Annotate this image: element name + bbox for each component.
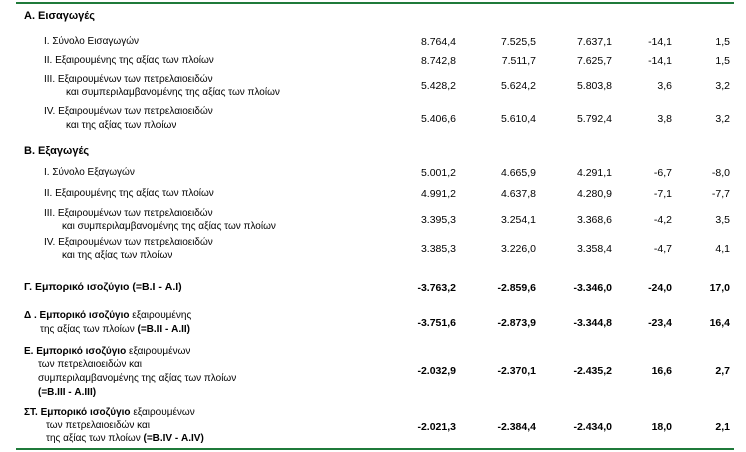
value-cell: -4,7 [653,243,672,255]
value-cell: -2.435,2 [573,365,612,377]
value-cell: 8.764,4 [420,36,456,48]
value-cell: -14,1 [648,36,672,48]
value-cell: 3,5 [715,214,730,226]
value-cell: 3.254,1 [500,214,536,226]
balance-delta-label: Δ . Εμπορικό ισοζύγιο εξαιρουμένης [24,310,192,321]
value-cell: 5.792,4 [576,113,612,125]
value-cell: 4.637,8 [500,188,536,200]
balance-epsilon-label-cont: (=Β.III - Α.III) [38,387,97,398]
row-label: III. Εξαιρουμένων των πετρελαιοειδών [44,208,213,219]
value-cell: 4.991,2 [420,188,456,200]
value-cell: -3.763,2 [417,282,456,294]
value-cell: 8.742,8 [420,55,456,67]
value-cell: -6,7 [653,167,672,179]
trade-table: Α. Εισαγωγές I. Σύνολο Εισαγωγών 8.764,4… [16,0,734,452]
value-cell: 4,1 [715,243,730,255]
value-cell: -2.370,1 [497,365,536,377]
balance-sigma-tau-label-cont: της αξίας των πλοίων (=Β.IV - Α.IV) [46,433,204,444]
value-cell: 2,7 [715,365,730,377]
row-label: IV. Εξαιρουμένων των πετρελαιοειδών [44,237,213,248]
value-cell: 3,6 [657,80,672,92]
value-cell: 3.385,3 [420,243,456,255]
value-cell: 3.358,4 [576,243,612,255]
value-cell: 1,5 [715,55,730,67]
value-cell: -2.873,9 [497,317,536,329]
value-cell: 17,0 [709,282,730,294]
value-cell: -2.021,3 [417,421,456,433]
value-cell: 4.280,9 [576,188,612,200]
value-cell: 3.226,0 [500,243,536,255]
value-cell: 3,2 [715,80,730,92]
row-label: I. Σύνολο Εισαγωγών [44,36,140,47]
top-rule [16,2,734,4]
value-cell: 5.610,4 [500,113,536,125]
section-imports-heading: Α. Εισαγωγές [24,10,95,22]
row-label-cont: και της αξίας των πλοίων [66,120,177,131]
row-label-cont: και συμπεριλαμβανομένης της αξίας των πλ… [66,87,280,98]
value-cell: 3.368,6 [576,214,612,226]
value-cell: 16,6 [651,365,672,377]
value-cell: 2,1 [715,421,730,433]
value-cell: -3.751,6 [417,317,456,329]
balance-delta-label-cont: της αξίας των πλοίων (=Β.II - Α.II) [40,324,190,335]
value-cell: 7.525,5 [500,36,536,48]
value-cell: -3.344,8 [573,317,612,329]
value-cell: 5.001,2 [420,167,456,179]
value-cell: 5.406,6 [420,113,456,125]
balance-epsilon-label: Ε. Εμπορικό ισοζύγιο εξαιρουμένων [24,346,191,357]
value-cell: 16,4 [709,317,730,329]
value-cell: -2.384,4 [497,421,536,433]
value-cell: -8,0 [711,167,730,179]
value-cell: -2.032,9 [417,365,456,377]
value-cell: -7,1 [653,188,672,200]
value-cell: -4,2 [653,214,672,226]
row-label-cont: και της αξίας των πλοίων [62,250,173,261]
value-cell: 5.624,2 [500,80,536,92]
value-cell: 18,0 [651,421,672,433]
value-cell: 1,5 [715,36,730,48]
row-label: II. Εξαιρουμένης της αξίας των πλοίων [44,188,214,199]
balance-epsilon-label-cont: των πετρελαιοειδών και [38,359,142,370]
balance-gamma-label: Γ. Εμπορικό ισοζύγιο (=Β.I - Α.I) [24,281,182,293]
value-cell: 5.803,8 [576,80,612,92]
row-label-cont: και συμπεριλαμβανομένης της αξίας των πλ… [62,221,276,232]
row-label: II. Εξαιρουμένης της αξίας των πλοίων [44,55,214,66]
value-cell: -14,1 [648,55,672,67]
value-cell: -23,4 [648,317,672,329]
value-cell: -3.346,0 [573,282,612,294]
balance-sigma-tau-label-cont: των πετρελαιοειδών και [46,420,150,431]
value-cell: -24,0 [648,282,672,294]
value-cell: 3,2 [715,113,730,125]
row-label: III. Εξαιρουμένων των πετρελαιοειδών [44,74,213,85]
value-cell: 5.428,2 [420,80,456,92]
value-cell: 4.665,9 [500,167,536,179]
row-label: I. Σύνολο Εξαγωγών [44,167,135,178]
value-cell: -2.859,6 [497,282,536,294]
row-label: IV. Εξαιρουμένων των πετρελαιοειδών [44,106,213,117]
value-cell: 7.625,7 [576,55,612,67]
bottom-rule [16,448,734,450]
value-cell: -7,7 [711,188,730,200]
value-cell: 7.511,7 [501,55,536,67]
value-cell: 4.291,1 [576,167,612,179]
value-cell: -2.434,0 [573,421,612,433]
balance-sigma-tau-label: ΣΤ. Εμπορικό ισοζύγιο εξαιρουμένων [24,407,195,418]
section-exports-heading: Β. Εξαγωγές [24,145,90,157]
value-cell: 7.637,1 [576,36,612,48]
balance-epsilon-label-cont: συμπεριλαμβανομένης της αξίας των πλοίων [38,373,237,384]
value-cell: 3,8 [657,113,672,125]
value-cell: 3.395,3 [420,214,456,226]
